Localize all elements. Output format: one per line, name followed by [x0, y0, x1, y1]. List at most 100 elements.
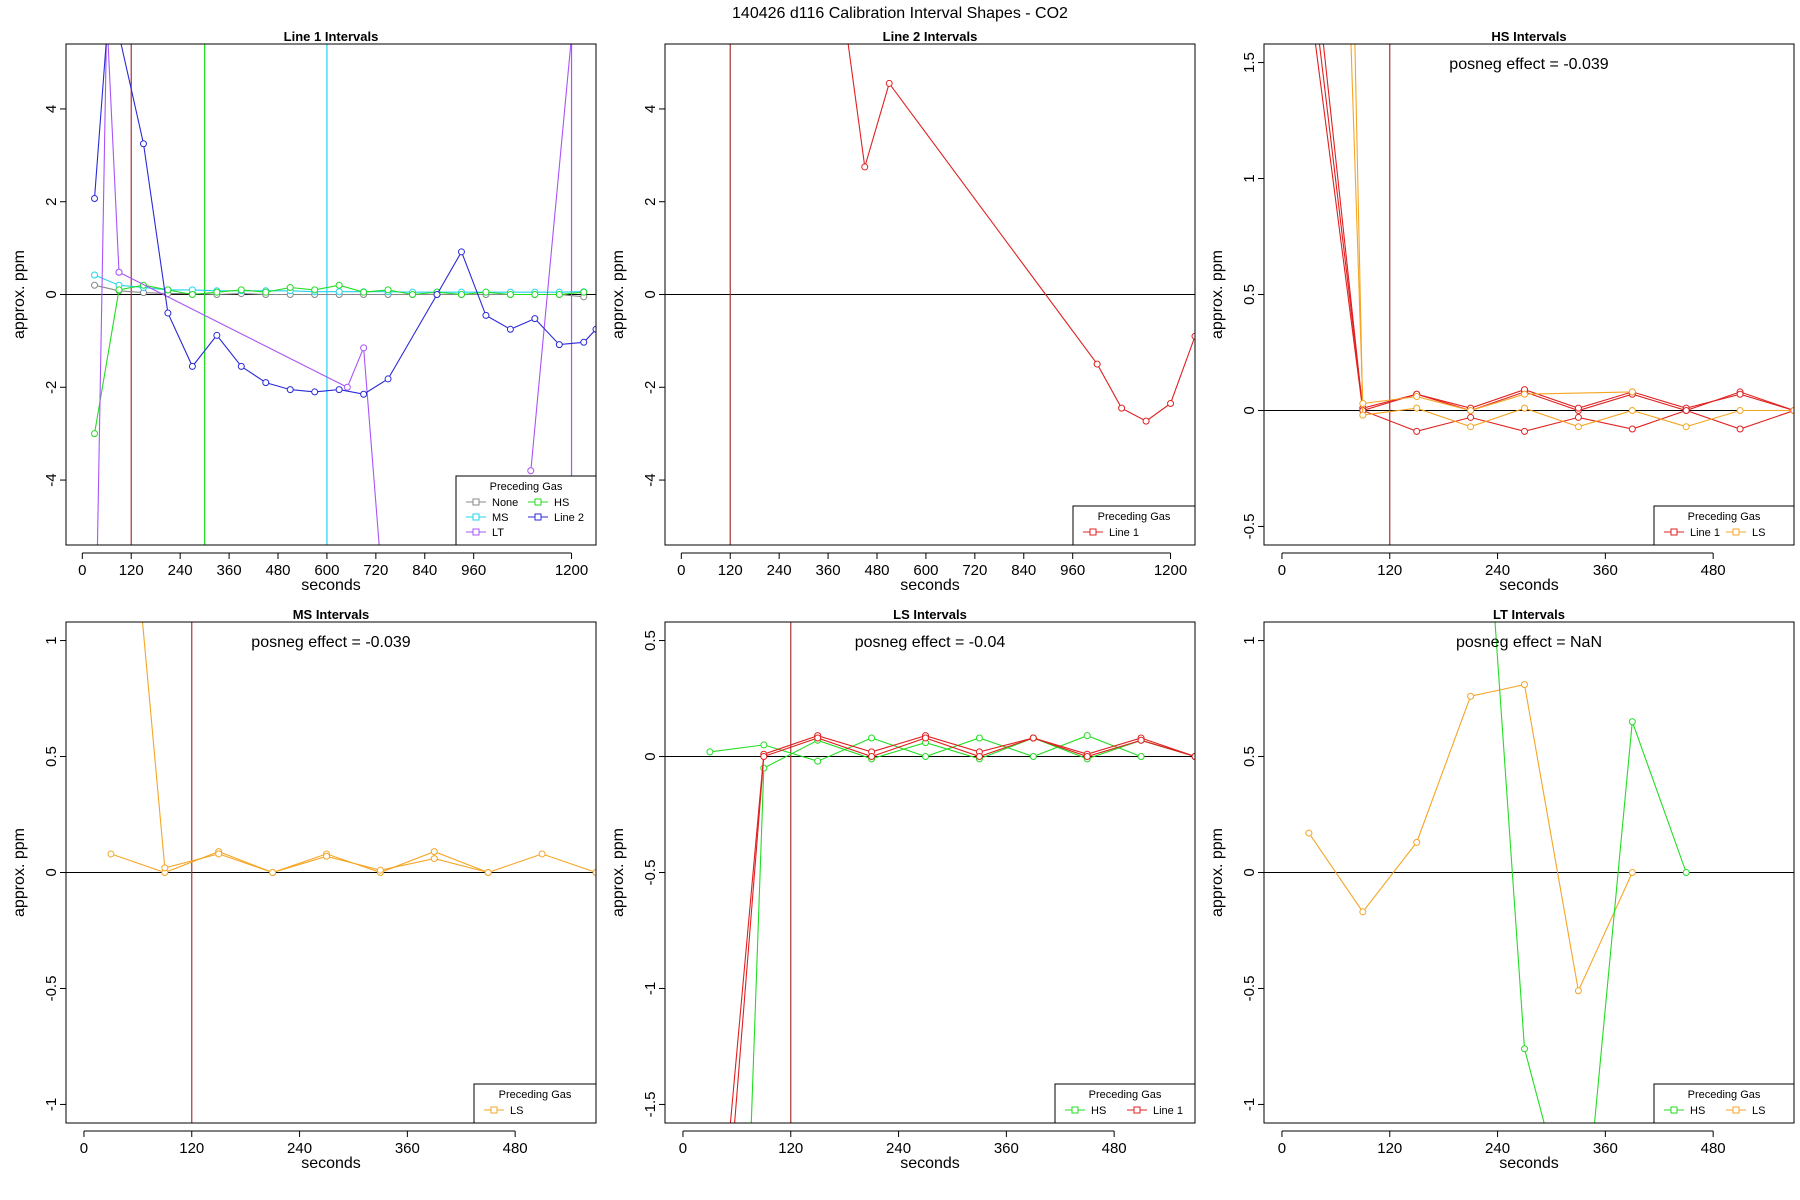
data-point [760, 741, 768, 749]
x-tick-label: 480 [1102, 1140, 1127, 1157]
y-tick-label: -2 [642, 381, 659, 394]
data-point [323, 852, 331, 860]
data-point [1521, 1045, 1529, 1053]
data-point [343, 383, 351, 391]
figure-title: 140426 d116 Calibration Interval Shapes … [732, 5, 1068, 22]
data-point [814, 734, 822, 742]
legend-item-label: Line 1 [1109, 527, 1139, 539]
legend-title: Preceding Gas [1688, 511, 1761, 523]
data-point [580, 338, 588, 346]
data-point [1467, 423, 1475, 431]
data-point [262, 288, 270, 296]
x-tick-label: 720 [962, 562, 987, 579]
data-point [1413, 393, 1421, 401]
data-point [1137, 753, 1145, 761]
x-tick-label: 120 [718, 562, 743, 579]
x-axis-label: seconds [900, 1155, 960, 1172]
legend-swatch-marker [1670, 528, 1678, 536]
data-point [1682, 869, 1690, 876]
data-point [269, 869, 277, 876]
data-point [286, 284, 294, 292]
legend-swatch-marker [472, 528, 480, 536]
data-point [527, 467, 535, 475]
plot-frame [664, 43, 1196, 546]
legend-item-label: HS [554, 497, 569, 509]
y-tick-label: -0.5 [1241, 514, 1258, 540]
data-point [484, 869, 492, 876]
data-point [506, 291, 514, 298]
x-tick-label: 0 [1278, 562, 1286, 579]
y-tick-label: 4 [642, 105, 659, 113]
legend-swatch-marker [1089, 528, 1097, 536]
legend-title: Preceding Gas [1688, 1089, 1761, 1101]
data-point [215, 850, 223, 858]
data-point [592, 325, 596, 333]
x-tick-label: 120 [778, 1140, 803, 1157]
data-point [107, 850, 115, 858]
data-point [377, 551, 383, 557]
y-tick-label: 1 [43, 636, 60, 644]
panel-3: HS Intervals 0 120 240 360 480 seconds -0.5 0 0.5… [1209, 29, 1795, 594]
x-tick-label: 480 [1701, 562, 1726, 579]
data-point [538, 850, 546, 858]
data-point [1521, 681, 1529, 689]
data-point [335, 386, 343, 394]
data-point [335, 288, 343, 296]
x-tick-label: 0 [677, 562, 685, 579]
data-point [311, 286, 319, 294]
y-tick-label: 0 [642, 290, 659, 298]
posneg-annotation: posneg effect = NaN [1456, 634, 1602, 651]
data-point [482, 288, 490, 296]
y-tick-label: -0.5 [1241, 976, 1258, 1002]
legend-item-label: LT [492, 527, 504, 539]
x-tick-label: 0 [679, 1140, 687, 1157]
panel-4: MS Intervals 0 120 240 360 480 seconds -1 -0.5 0 0… [11, 607, 597, 1172]
y-tick-label: 2 [43, 198, 60, 206]
data-point [1574, 987, 1582, 995]
data-point [360, 390, 368, 398]
x-tick-label: 120 [119, 562, 144, 579]
data-point [335, 281, 343, 289]
data-point [92, 709, 98, 715]
legend-box [1653, 1083, 1795, 1124]
x-axis-label: seconds [1499, 1155, 1559, 1172]
x-tick-label: 1200 [555, 562, 588, 579]
y-tick-label: 1.5 [1241, 52, 1258, 73]
data-point [1359, 400, 1367, 408]
data-point [760, 764, 768, 772]
legend-swatch-marker [1670, 1106, 1678, 1114]
data-point [868, 753, 876, 761]
legend: Preceding Gas None HS MS Line 2 LT [455, 475, 597, 546]
data-point [104, 13, 110, 19]
x-tick-label: 120 [1377, 1140, 1402, 1157]
legend-item-label: HS [1690, 1105, 1705, 1117]
data-point [1359, 908, 1367, 916]
data-point [1628, 406, 1636, 414]
data-point [1029, 753, 1037, 761]
data-point [975, 734, 983, 742]
data-point [1682, 406, 1690, 414]
data-point [1736, 425, 1744, 433]
legend-swatch-marker [534, 498, 542, 506]
legend-title: Preceding Gas [1089, 1089, 1162, 1101]
data-point [760, 753, 768, 761]
legend-item-label: None [492, 497, 518, 509]
legend-swatch-marker [490, 1106, 498, 1114]
panel-5: LS Intervals 0 120 240 360 480 seconds -1.5 -1 -0… [610, 607, 1196, 1172]
legend: Preceding Gas Line 1 LS [1653, 505, 1795, 546]
data-point [360, 288, 368, 296]
y-tick-label: 0 [1241, 406, 1258, 414]
data-point [868, 734, 876, 742]
data-point [885, 79, 893, 87]
data-point [457, 291, 465, 298]
data-point [1628, 869, 1636, 876]
legend-swatch-marker [472, 498, 480, 506]
panel-title: LS Intervals [893, 607, 967, 622]
data-point [1191, 753, 1195, 761]
panel-title: Line 2 Intervals [883, 29, 978, 44]
plot-area [1264, 622, 1794, 1123]
legend: Preceding Gas HS Line 1 [1054, 1083, 1196, 1124]
data-point [1736, 406, 1744, 414]
